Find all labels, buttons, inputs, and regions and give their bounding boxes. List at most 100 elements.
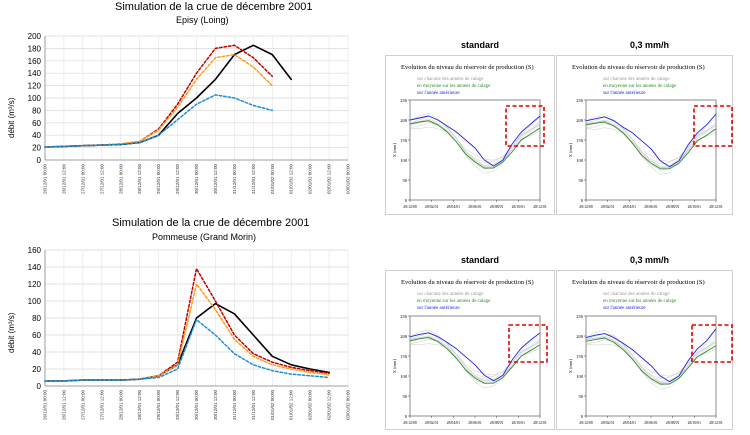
chart1-xtick: 26/12/01 12:00 xyxy=(61,164,66,195)
panel2-xtick: 28/10/01 xyxy=(688,205,702,209)
panel2-ytick: 150 xyxy=(576,138,584,143)
chart2-xtick: 28/12/01 12:00 xyxy=(137,390,142,421)
chart2-plot: 0 20 40 60 80 100 120 140 160 26/12/01 00:00 26/12… xyxy=(28,246,351,421)
panel3-ytick: 200 xyxy=(400,334,408,339)
panel4-series-0 xyxy=(585,337,717,383)
chart2-series-3 xyxy=(44,318,330,382)
chart1-xtick: 31/12/01 12:00 xyxy=(251,164,256,195)
panel4-series-0 xyxy=(585,337,717,383)
panel2-ytick: 250 xyxy=(576,98,584,103)
panel3-legend-2: en moyenne sur les années de calage xyxy=(417,299,491,304)
chart2-ytick: 40 xyxy=(32,348,41,357)
chart2-xtick: 01/01/02 00:00 xyxy=(270,390,275,421)
chart1-xtick: 27/12/01 00:00 xyxy=(80,164,85,195)
panel2-legend-2: en moyenne sur les années de calage xyxy=(603,84,677,89)
panel1-xtick: 28/12/01 xyxy=(533,205,547,209)
panel3-ytick: 250 xyxy=(400,314,408,319)
chart2-xtick: 26/12/01 12:00 xyxy=(61,390,66,421)
reservoir-panel-3 xyxy=(385,270,555,430)
panel2-xtick: 28/12/01 xyxy=(709,205,723,209)
panel2-frame xyxy=(585,99,717,201)
panel3-title: Evolution du niveau du réservoir de prod… xyxy=(401,279,534,286)
panel2-ytick: 0 xyxy=(581,198,584,203)
panel4-series-0 xyxy=(585,330,717,377)
chart2-xtick: 03/01/02 00:00 xyxy=(346,390,351,421)
chart1-ytick: 180 xyxy=(28,44,42,53)
chart1-xtick: 03/01/02 00:00 xyxy=(346,164,351,195)
panel3-series-0 xyxy=(409,329,541,376)
panel3-xtick: 28/04/01 xyxy=(447,421,461,425)
chart1-ytick: 160 xyxy=(28,57,42,66)
panel4-series-2 xyxy=(585,328,717,383)
panel3-ytick: 100 xyxy=(400,374,408,379)
panel3-xtick: 28/10/01 xyxy=(512,421,526,425)
chart2-xtick: 29/12/01 12:00 xyxy=(175,390,180,421)
panel1-legend-1: sur chacune des années de calage xyxy=(417,77,484,82)
chart1-xtick: 26/12/01 00:00 xyxy=(43,164,48,195)
chart1-ytick: 0 xyxy=(37,156,42,165)
panel4-ytick: 200 xyxy=(576,334,584,339)
chart1-ytick: 20 xyxy=(32,144,41,153)
chart1-ytick: 40 xyxy=(32,131,41,140)
panel1-ytick: 100 xyxy=(400,158,408,163)
chart1-xtick: 01/01/02 12:00 xyxy=(289,164,294,195)
panel1-xtick: 28/12/00 xyxy=(403,205,417,209)
chart2-xtick: 02/01/02 00:00 xyxy=(308,390,313,421)
reservoir-panel-1 xyxy=(385,55,555,215)
panel1-xtick: 28/02/01 xyxy=(425,205,439,209)
chart2-subtitle: Pommeuse (Grand Morin) xyxy=(152,232,257,242)
panel3-series-1 xyxy=(409,337,541,384)
chart1-xtick: 02/01/02 12:00 xyxy=(327,164,332,195)
panel1-legend-3: sur l'année antérieure xyxy=(417,91,460,96)
panel4-series-0 xyxy=(585,343,717,390)
chart1-xtick: 30/12/01 12:00 xyxy=(213,164,218,195)
panel2-legend-3: sur l'année antérieure xyxy=(603,91,646,96)
panel1-ytick: 200 xyxy=(400,118,408,123)
chart2-ytick: 0 xyxy=(37,382,42,391)
chart1-ytick: 200 xyxy=(28,32,42,41)
chart2-xtick: 27/12/01 12:00 xyxy=(99,390,104,421)
panel1-series-1 xyxy=(409,120,541,169)
chart2-ytick: 80 xyxy=(32,314,41,323)
panel1-ytick: 0 xyxy=(405,198,408,203)
panel4-xtick: 28/08/01 xyxy=(666,421,680,425)
chart1-xtick: 28/12/01 00:00 xyxy=(118,164,123,195)
panel1-series-2 xyxy=(409,115,541,167)
panel1-ytick: 150 xyxy=(400,138,408,143)
panel2-title: Evolution du niveau du réservoir de prod… xyxy=(572,64,705,71)
panel1-series-0 xyxy=(409,119,541,167)
panel3-ytick: 0 xyxy=(405,414,408,419)
chart1-xtick: 30/12/01 00:00 xyxy=(194,164,199,195)
panel1-frame xyxy=(409,99,541,201)
panel3-xtick: 28/02/01 xyxy=(425,421,439,425)
panel4-ytick: 0 xyxy=(581,414,584,419)
chart2-xtick: 30/12/01 00:00 xyxy=(194,390,199,421)
panel4-title: Evolution du niveau du réservoir de prod… xyxy=(572,279,705,286)
chart2-ytick: 120 xyxy=(28,280,42,289)
panel1-series-0 xyxy=(409,113,541,161)
chart1-plot: 0 20 40 60 80 100 120 140 160 180 200 26/12/01 00:0… xyxy=(28,32,351,195)
panel3-legend-3: sur l'année antérieure xyxy=(417,306,460,311)
panel3-xtick: 28/08/01 xyxy=(490,421,504,425)
chart1-subtitle: Episy (Loing) xyxy=(176,15,229,25)
panel3-xtick: 28/12/00 xyxy=(403,421,417,425)
chart1-xtick: 27/12/01 12:00 xyxy=(99,164,104,195)
panel3-legend-1: sur chacune des années de calage xyxy=(417,292,484,297)
chart1-ytick: 80 xyxy=(32,106,41,115)
chart2-xtick: 01/01/02 12:00 xyxy=(289,390,294,421)
panel4-ytick: 50 xyxy=(579,394,584,399)
chart1-title: Simulation de la crue de décembre 2001 xyxy=(115,1,313,13)
panel4-xtick: 28/10/01 xyxy=(688,421,702,425)
panel1-xtick: 28/04/01 xyxy=(447,205,461,209)
chart2-ytick: 100 xyxy=(28,297,42,306)
panel1-series-0 xyxy=(409,122,541,170)
panel2-xtick: 28/12/00 xyxy=(579,205,593,209)
chart1-xtick: 29/12/01 00:00 xyxy=(156,164,161,195)
panel1-title: Evolution du niveau du réservoir de prod… xyxy=(401,64,534,71)
panel3-xtick: 28/06/01 xyxy=(468,421,482,425)
chart2-xtick: 27/12/01 00:00 xyxy=(80,390,85,421)
chart2-xtick: 28/12/01 00:00 xyxy=(118,390,123,421)
